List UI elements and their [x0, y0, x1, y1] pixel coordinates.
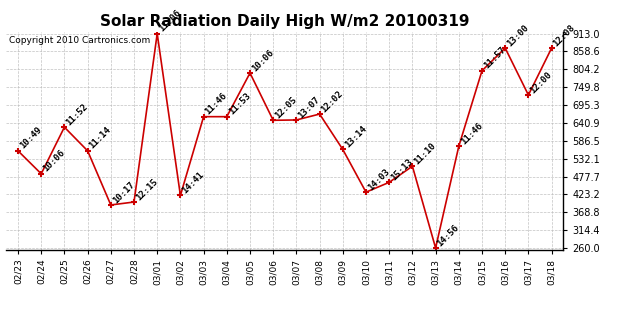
Text: 10:17: 10:17	[111, 180, 136, 205]
Text: 11:53: 11:53	[227, 91, 252, 117]
Text: 10:06: 10:06	[250, 48, 275, 73]
Text: 10:49: 10:49	[18, 125, 44, 151]
Text: 11:06: 11:06	[157, 8, 182, 34]
Text: 11:46: 11:46	[459, 121, 484, 146]
Text: 11:10: 11:10	[412, 141, 438, 166]
Title: Solar Radiation Daily High W/m2 20100319: Solar Radiation Daily High W/m2 20100319	[100, 14, 470, 29]
Text: 13:07: 13:07	[296, 95, 322, 120]
Text: 15:13: 15:13	[389, 157, 415, 182]
Text: 12:02: 12:02	[319, 89, 345, 114]
Text: 12:00: 12:00	[529, 70, 554, 95]
Text: Copyright 2010 Cartronics.com: Copyright 2010 Cartronics.com	[9, 36, 150, 45]
Text: 14:56: 14:56	[436, 223, 461, 248]
Text: 11:57: 11:57	[482, 45, 508, 71]
Text: 11:14: 11:14	[88, 125, 113, 151]
Text: 10:06: 10:06	[41, 148, 67, 174]
Text: 11:46: 11:46	[204, 91, 229, 117]
Text: 14:03: 14:03	[366, 167, 392, 192]
Text: 12:08: 12:08	[552, 23, 577, 48]
Text: 12:15: 12:15	[134, 177, 159, 202]
Text: 13:00: 13:00	[505, 23, 531, 48]
Text: 13:14: 13:14	[343, 124, 368, 149]
Text: 12:05: 12:05	[273, 95, 299, 120]
Text: 14:41: 14:41	[180, 170, 206, 196]
Text: 11:52: 11:52	[65, 102, 90, 127]
